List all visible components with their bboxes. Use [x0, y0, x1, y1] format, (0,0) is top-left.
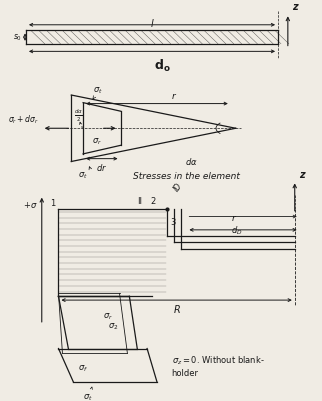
Text: z: z: [292, 2, 298, 12]
Text: $r$: $r$: [231, 212, 237, 222]
Text: 1: 1: [50, 198, 56, 208]
Text: $\sigma_t$: $\sigma_t$: [83, 391, 93, 401]
Text: z: z: [299, 169, 304, 179]
Text: $R$: $R$: [173, 302, 181, 314]
Text: $\sigma_r$: $\sigma_r$: [103, 311, 113, 321]
Text: $\frac{d\alpha}{2}$: $\frac{d\alpha}{2}$: [74, 107, 83, 124]
Text: holder: holder: [172, 368, 199, 377]
Text: 3: 3: [171, 217, 176, 226]
Text: $d\alpha$: $d\alpha$: [185, 156, 198, 166]
Text: ID: ID: [172, 180, 184, 192]
Text: $\sigma_f$: $\sigma_f$: [78, 363, 88, 373]
Text: $s_0$: $s_0$: [13, 33, 22, 43]
Text: $\sigma_t$: $\sigma_t$: [78, 170, 88, 180]
Text: $\sigma_t$: $\sigma_t$: [93, 85, 103, 96]
Text: l: l: [151, 19, 153, 29]
Text: $+\sigma$: $+\sigma$: [23, 200, 38, 210]
Text: $\sigma_r$: $\sigma_r$: [92, 136, 102, 147]
Text: $\sigma_z = 0$. Without blank-: $\sigma_z = 0$. Without blank-: [172, 353, 264, 366]
Text: Stresses in the element: Stresses in the element: [133, 172, 240, 180]
Text: $\sigma_r + d\sigma_r$: $\sigma_r + d\sigma_r$: [8, 113, 39, 126]
Text: II: II: [137, 196, 142, 206]
Text: $\sigma_2$: $\sigma_2$: [108, 320, 118, 331]
Text: $\mathbf{d_o}$: $\mathbf{d_o}$: [154, 58, 170, 74]
Text: 2: 2: [150, 196, 156, 206]
Text: $r$: $r$: [171, 91, 177, 101]
Text: $dr$: $dr$: [96, 162, 108, 173]
Text: $d_D$: $d_D$: [231, 224, 242, 237]
